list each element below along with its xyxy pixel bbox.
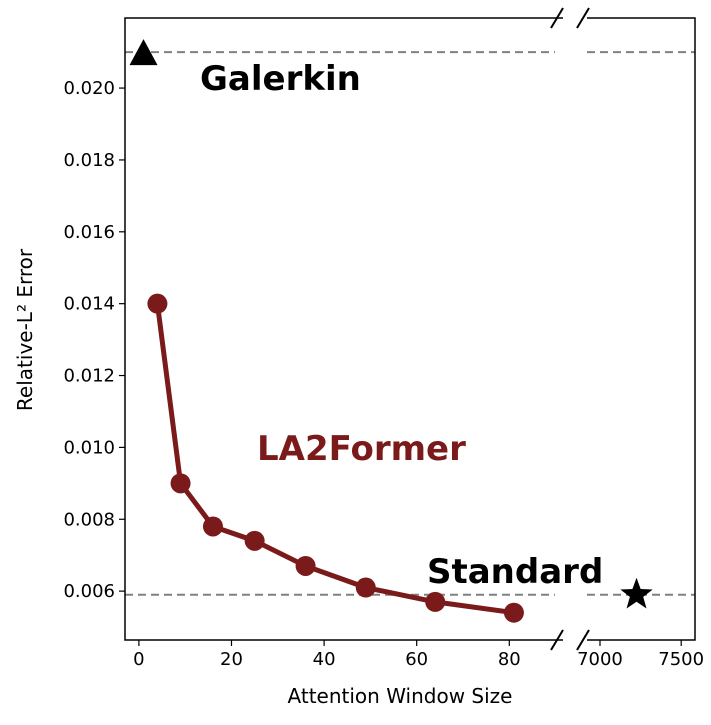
x-tick-label: 7000 <box>577 649 623 670</box>
axis-break <box>576 629 590 651</box>
point <box>295 555 316 576</box>
point <box>620 577 653 609</box>
y-tick-label: 0.010 <box>63 437 115 458</box>
point <box>147 293 168 314</box>
y-tick-label: 0.016 <box>63 222 115 243</box>
x-tick-label: 80 <box>498 649 521 670</box>
y-tick-label: 0.020 <box>63 78 115 99</box>
point <box>202 516 223 537</box>
x-axis-label: Attention Window Size <box>288 684 513 708</box>
point <box>129 39 158 66</box>
series-label: LA2Former <box>257 429 466 469</box>
series-label: Standard <box>427 552 603 592</box>
axis-break <box>576 7 590 29</box>
x-tick-label: 7500 <box>658 649 704 670</box>
point <box>355 577 376 598</box>
x-tick-label: 20 <box>220 649 243 670</box>
point <box>244 530 265 551</box>
point <box>425 591 446 612</box>
point <box>503 602 524 623</box>
axis-break <box>550 629 564 651</box>
y-tick-label: 0.008 <box>63 509 115 530</box>
x-tick-label: 40 <box>313 649 336 670</box>
x-tick-label: 60 <box>405 649 428 670</box>
spine <box>124 17 563 641</box>
y-tick-label: 0.018 <box>63 150 115 171</box>
spine <box>587 17 696 641</box>
y-tick-label: 0.012 <box>63 366 115 387</box>
y-tick-label: 0.006 <box>63 581 115 602</box>
axis-break <box>550 7 564 29</box>
y-tick-label: 0.014 <box>63 294 115 315</box>
point <box>170 473 191 494</box>
series-label: Galerkin <box>200 59 361 99</box>
y-axis-label: Relative-L² Error <box>13 248 37 411</box>
x-tick-label: 0 <box>133 649 144 670</box>
